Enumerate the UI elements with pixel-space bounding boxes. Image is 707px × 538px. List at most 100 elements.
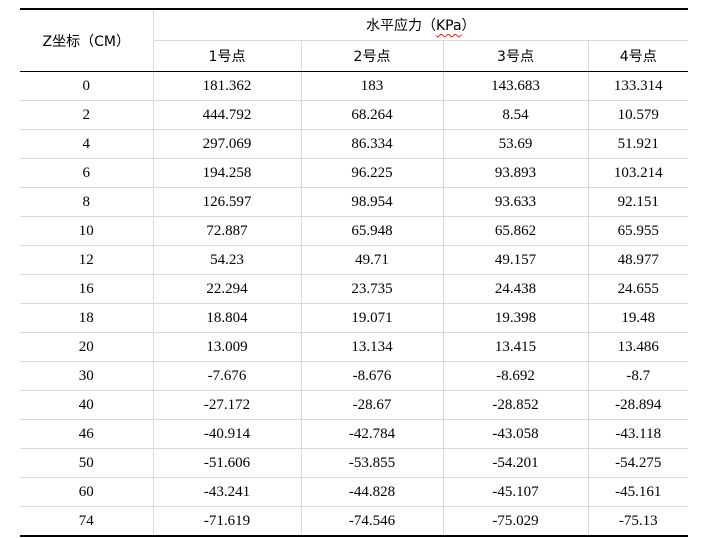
table-row: 20 13.009 13.134 13.415 13.486: [20, 332, 689, 362]
stress-value-cell-p2: 96.225: [301, 158, 444, 188]
stress-value-cell-p4: 133.314: [588, 71, 689, 101]
stress-value-cell-p3: 93.633: [443, 187, 589, 217]
table-row: 40 -27.172 -28.67 -28.852 -28.894: [20, 390, 689, 420]
stress-value-cell-p1: 72.887: [153, 216, 302, 246]
stress-value-cell-p1: -7.676: [153, 361, 302, 391]
point-3-header: 3号点: [443, 40, 589, 72]
z-value-cell: 40: [20, 390, 154, 420]
stress-value-cell-p1: 194.258: [153, 158, 302, 188]
stress-value-cell-p1: 18.804: [153, 303, 302, 333]
stress-value-cell-p1: 22.294: [153, 274, 302, 304]
stress-value-cell-p2: -74.546: [301, 506, 444, 537]
stress-header-suffix: ）: [461, 18, 476, 34]
stress-value-cell-p2: 86.334: [301, 129, 444, 159]
table-row: 12 54.23 49.71 49.157 48.977: [20, 245, 689, 275]
z-value-cell: 20: [20, 332, 154, 362]
stress-value-cell-p3: 24.438: [443, 274, 589, 304]
stress-value-cell-p4: -43.118: [588, 419, 689, 449]
stress-value-cell-p3: -43.058: [443, 419, 589, 449]
stress-value-cell-p4: 10.579: [588, 100, 689, 130]
point-1-header: 1号点: [153, 40, 302, 72]
table-row: 18 18.804 19.071 19.398 19.48: [20, 303, 689, 333]
stress-value-cell-p4: -8.7: [588, 361, 689, 391]
table-row: 30 -7.676 -8.676 -8.692 -8.7: [20, 361, 689, 391]
stress-value-cell-p3: -28.852: [443, 390, 589, 420]
stress-value-cell-p1: -51.606: [153, 448, 302, 478]
horizontal-stress-header: 水平应力（KPa）: [153, 8, 689, 41]
stress-table: Z坐标（CM） 水平应力（KPa） 1号点 2号点 3号点 4号点 0 181.3…: [20, 8, 689, 537]
stress-value-cell-p2: -8.676: [301, 361, 444, 391]
table-row: 4 297.069 86.334 53.69 51.921: [20, 129, 689, 159]
z-value-cell: 30: [20, 361, 154, 391]
z-value-cell: 74: [20, 506, 154, 537]
stress-value-cell-p4: 65.955: [588, 216, 689, 246]
stress-value-cell-p2: 23.735: [301, 274, 444, 304]
z-value-cell: 4: [20, 129, 154, 159]
point-2-header: 2号点: [301, 40, 444, 72]
table-row: 50 -51.606 -53.855 -54.201 -54.275: [20, 448, 689, 478]
table-body: Z坐标（CM） 水平应力（KPa） 1号点 2号点 3号点 4号点 0 181.3…: [20, 8, 689, 537]
stress-value-cell-p1: 181.362: [153, 71, 302, 101]
z-value-cell: 18: [20, 303, 154, 333]
table-row: 60 -43.241 -44.828 -45.107 -45.161: [20, 477, 689, 507]
stress-value-cell-p4: 92.151: [588, 187, 689, 217]
stress-value-cell-p4: 48.977: [588, 245, 689, 275]
stress-value-cell-p2: -42.784: [301, 419, 444, 449]
stress-value-cell-p2: -53.855: [301, 448, 444, 478]
stress-value-cell-p2: 49.71: [301, 245, 444, 275]
stress-header-unit: KPa: [435, 18, 462, 34]
point-4-header: 4号点: [588, 40, 689, 72]
stress-value-cell-p2: 19.071: [301, 303, 444, 333]
stress-value-cell-p4: -75.13: [588, 506, 689, 537]
stress-value-cell-p3: -75.029: [443, 506, 589, 537]
stress-value-cell-p3: 53.69: [443, 129, 589, 159]
table-row: 10 72.887 65.948 65.862 65.955: [20, 216, 689, 246]
z-value-cell: 50: [20, 448, 154, 478]
stress-value-cell-p2: 183: [301, 71, 444, 101]
z-value-cell: 16: [20, 274, 154, 304]
stress-value-cell-p4: 103.214: [588, 158, 689, 188]
stress-value-cell-p3: -45.107: [443, 477, 589, 507]
stress-value-cell-p2: 68.264: [301, 100, 444, 130]
z-value-cell: 6: [20, 158, 154, 188]
z-value-cell: 12: [20, 245, 154, 275]
stress-value-cell-p3: 19.398: [443, 303, 589, 333]
stress-value-cell-p2: 13.134: [301, 332, 444, 362]
stress-value-cell-p4: 51.921: [588, 129, 689, 159]
table-row: 74 -71.619 -74.546 -75.029 -75.13: [20, 506, 689, 537]
stress-value-cell-p3: 8.54: [443, 100, 589, 130]
stress-header-prefix: 水平应力（: [365, 18, 436, 34]
stress-value-cell-p1: 297.069: [153, 129, 302, 159]
stress-value-cell-p2: 98.954: [301, 187, 444, 217]
header-row-group: Z坐标（CM） 水平应力（KPa）: [20, 8, 689, 72]
stress-value-cell-p1: -27.172: [153, 390, 302, 420]
stress-value-cell-p3: 143.683: [443, 71, 589, 101]
table-row: 0 181.362 183 143.683 133.314: [20, 71, 689, 101]
stress-value-cell-p1: -43.241: [153, 477, 302, 507]
stress-value-cell-p4: -54.275: [588, 448, 689, 478]
header-row-points: 1号点 2号点 3号点 4号点: [20, 40, 689, 72]
stress-value-cell-p2: 65.948: [301, 216, 444, 246]
stress-value-cell-p4: 19.48: [588, 303, 689, 333]
stress-value-cell-p3: 13.415: [443, 332, 589, 362]
stress-value-cell-p3: -8.692: [443, 361, 589, 391]
table-row: 46 -40.914 -42.784 -43.058 -43.118: [20, 419, 689, 449]
stress-value-cell-p1: 126.597: [153, 187, 302, 217]
stress-value-cell-p2: -44.828: [301, 477, 444, 507]
z-value-cell: 60: [20, 477, 154, 507]
z-value-cell: 2: [20, 100, 154, 130]
stress-value-cell-p1: -71.619: [153, 506, 302, 537]
stress-value-cell-p1: 444.792: [153, 100, 302, 130]
stress-value-cell-p4: -28.894: [588, 390, 689, 420]
stress-value-cell-p3: 49.157: [443, 245, 589, 275]
z-coordinate-header: Z坐标（CM）: [20, 8, 154, 72]
z-value-cell: 8: [20, 187, 154, 217]
table-row: 8 126.597 98.954 93.633 92.151: [20, 187, 689, 217]
table-row: 6 194.258 96.225 93.893 103.214: [20, 158, 689, 188]
table-row: 16 22.294 23.735 24.438 24.655: [20, 274, 689, 304]
stress-value-cell-p1: -40.914: [153, 419, 302, 449]
stress-value-cell-p3: -54.201: [443, 448, 589, 478]
table-row: 2 444.792 68.264 8.54 10.579: [20, 100, 689, 130]
stress-value-cell-p3: 93.893: [443, 158, 589, 188]
stress-value-cell-p1: 54.23: [153, 245, 302, 275]
